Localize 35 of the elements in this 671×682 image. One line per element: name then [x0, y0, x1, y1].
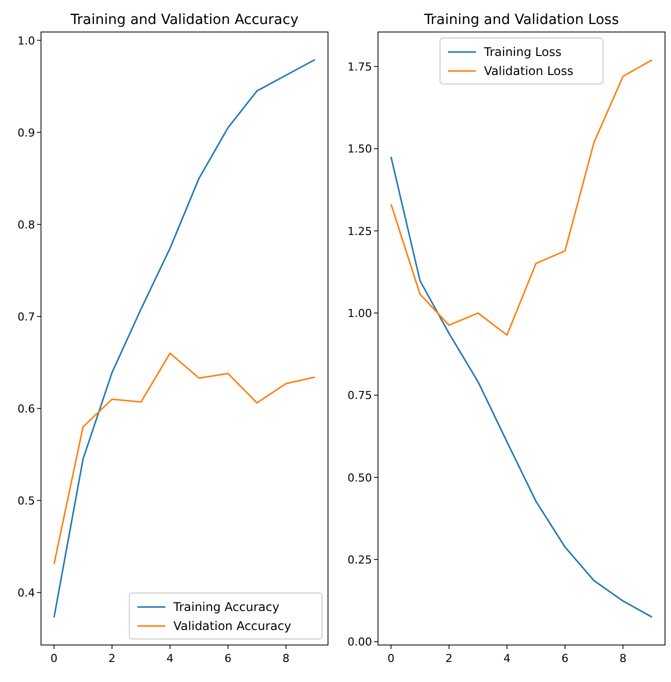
legend-label: Validation Accuracy — [173, 619, 292, 633]
chart-title: Training and Validation Accuracy — [70, 12, 298, 28]
y-tick-label: 1.25 — [348, 224, 372, 238]
line-series — [390, 59, 653, 336]
y-tick-label: 0.4 — [18, 586, 35, 600]
x-tick-label: 6 — [224, 652, 232, 665]
y-tick-label: 0.00 — [348, 636, 372, 649]
x-tick-label: 0 — [388, 652, 395, 665]
y-tick-label: 0.5 — [18, 494, 35, 508]
y-tick-label: 0.25 — [348, 554, 372, 567]
x-tick-label: 2 — [446, 652, 453, 665]
x-tick-label: 4 — [166, 652, 174, 665]
x-tick-label: 8 — [282, 652, 290, 665]
y-tick-label: 0.75 — [348, 389, 372, 402]
legend-label: Training Loss — [483, 45, 562, 59]
line-series — [390, 156, 653, 618]
legend-label: Training Accuracy — [172, 600, 280, 614]
line-series — [53, 352, 316, 565]
y-tick-label: 1.50 — [348, 142, 372, 156]
chart-title: Training and Validation Loss — [423, 12, 619, 28]
x-tick-label: 6 — [561, 652, 568, 665]
line-series — [53, 58, 316, 618]
y-tick-label: 1.75 — [348, 60, 372, 74]
x-tick-label: 2 — [108, 652, 116, 665]
x-tick-label: 4 — [504, 652, 511, 665]
x-tick-label: 8 — [619, 652, 626, 665]
y-tick-label: 1.00 — [348, 307, 372, 320]
y-tick-label: 0.7 — [18, 310, 35, 324]
y-tick-label: 0.50 — [348, 471, 372, 484]
y-tick-label: 0.6 — [18, 402, 35, 416]
y-tick-label: 0.8 — [18, 218, 35, 232]
y-tick-label: 0.9 — [18, 126, 35, 140]
y-tick-label: 1.0 — [18, 34, 35, 48]
legend-label: Validation Loss — [484, 64, 574, 78]
x-tick-label: 0 — [50, 652, 58, 665]
